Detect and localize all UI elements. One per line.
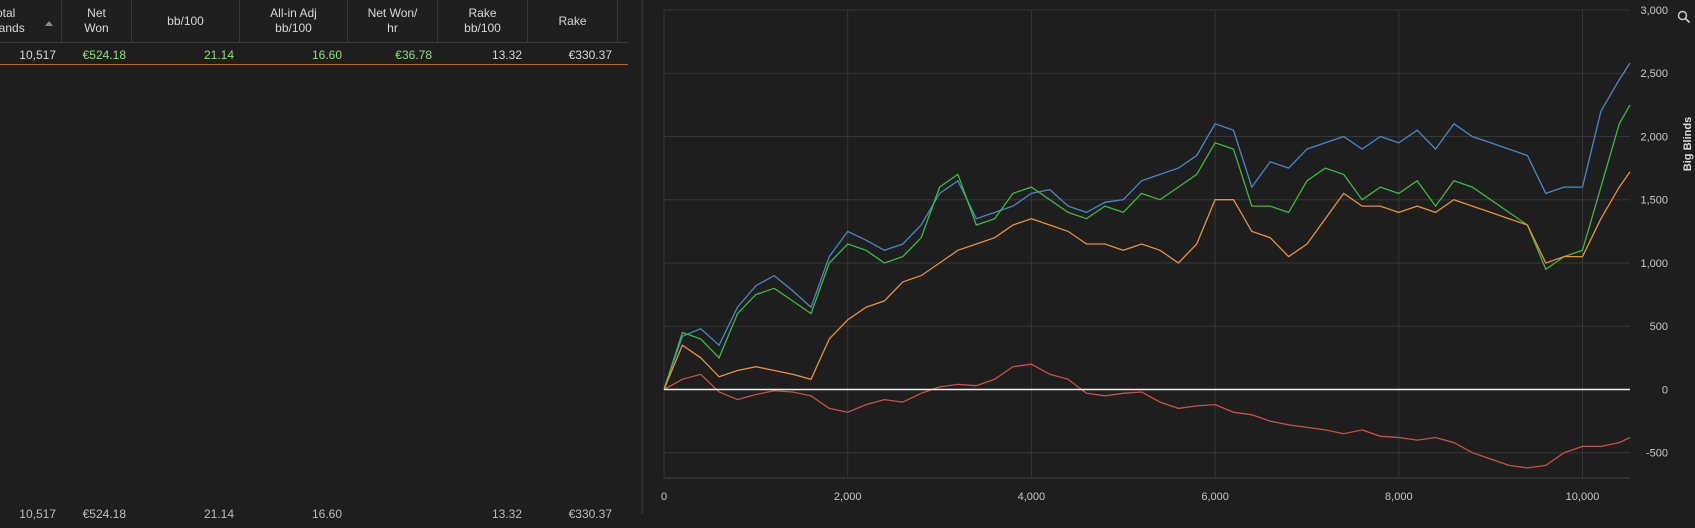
y-tick-label: 2,000 xyxy=(1640,131,1668,143)
col-header-label: Total Hands xyxy=(0,6,25,35)
total-rake: €330.37 xyxy=(568,507,612,521)
totals-row: 10,517 €524.18 21.14 16.60 13.32 €330.37 xyxy=(0,500,628,521)
total-net-won-hr xyxy=(348,500,438,520)
total-hands: 10,517 xyxy=(19,507,56,521)
table-row[interactable]: 10,517 €524.18 21.14 16.60 €36.78 13.32 … xyxy=(0,45,628,65)
col-header-label: Net Won/ hr xyxy=(367,6,418,35)
pane-splitter[interactable] xyxy=(641,0,644,514)
col-header-label: Rake xyxy=(558,13,587,28)
col-header-total-hands[interactable]: Total Hands xyxy=(0,0,62,42)
x-tick-label: 6,000 xyxy=(1201,491,1229,503)
x-tick-label: 2,000 xyxy=(834,491,862,503)
col-header-rake[interactable]: Rake xyxy=(528,0,618,42)
total-rake-bb100: 13.32 xyxy=(491,507,522,521)
y-tick-label: 2,500 xyxy=(1640,68,1668,80)
col-header-label: bb/100 xyxy=(167,13,204,28)
cell-bb100: 21.14 xyxy=(203,48,234,62)
total-allin-adj-bb100: 16.60 xyxy=(311,507,342,521)
y-tick-label: 1,000 xyxy=(1640,258,1668,270)
col-header-net-won[interactable]: Net Won xyxy=(62,0,132,42)
series-line-0 xyxy=(663,62,1631,390)
total-bb100: 21.14 xyxy=(203,507,234,521)
col-header-rake-bb100[interactable]: Rake bb/100 xyxy=(438,0,528,42)
total-net-won: €524.18 xyxy=(82,507,126,521)
y-tick-label: 500 xyxy=(1650,321,1668,333)
y-tick-label: 3,000 xyxy=(1640,5,1668,17)
cell-rake: €330.37 xyxy=(568,48,612,62)
series-line-3 xyxy=(663,363,1631,469)
col-header-label: All-in Adj bb/100 xyxy=(270,6,317,35)
cell-rake-bb100: 13.32 xyxy=(491,48,522,62)
y-axis-title: Big Blinds xyxy=(1682,117,1694,171)
col-header-label: Rake bb/100 xyxy=(464,6,501,35)
x-tick-label: 4,000 xyxy=(1018,491,1046,503)
cell-net-won-hr: €36.78 xyxy=(395,48,432,62)
cell-total-hands: 10,517 xyxy=(19,48,56,62)
chart-svg: 3,000 2,500 2,000 1,500 1,000 500 0 -500 0 2,000 4… xyxy=(661,5,1694,503)
y-tick-label: -500 xyxy=(1646,448,1668,460)
table-header: Total Hands Net Won bb/100 All-in Adj bb… xyxy=(0,0,628,43)
cell-allin-adj-bb100: 16.60 xyxy=(311,48,342,62)
y-tick-label: 0 xyxy=(1662,384,1668,396)
col-header-bb100[interactable]: bb/100 xyxy=(132,0,240,42)
x-tick-label: 10,000 xyxy=(1566,491,1600,503)
series-line-1 xyxy=(663,104,1631,390)
col-header-net-won-hr[interactable]: Net Won/ hr xyxy=(348,0,438,42)
sort-ascending-icon xyxy=(45,21,53,26)
col-header-allin-adj-bb100[interactable]: All-in Adj bb/100 xyxy=(240,0,348,42)
series-line-2 xyxy=(663,171,1631,390)
col-header-label: Net Won xyxy=(84,6,109,35)
x-tick-label: 8,000 xyxy=(1385,491,1413,503)
cell-net-won: €524.18 xyxy=(82,48,126,62)
zoom-icon[interactable] xyxy=(1677,10,1691,24)
x-tick-label: 0 xyxy=(661,491,667,503)
stats-table: Total Hands Net Won bb/100 All-in Adj bb… xyxy=(0,0,640,521)
y-tick-label: 1,500 xyxy=(1640,195,1668,207)
winnings-graph: 3,000 2,500 2,000 1,500 1,000 500 0 -500 0 2,000 4… xyxy=(644,0,1695,514)
